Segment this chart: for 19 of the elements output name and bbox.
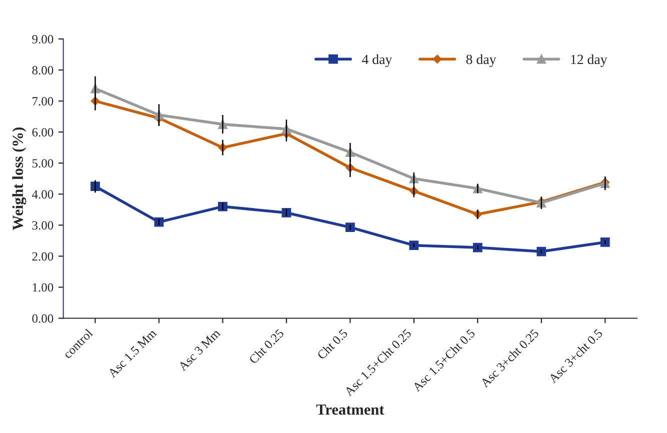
y-tick-label: 0.00 [32,314,54,323]
y-tick-label: 7.00 [32,97,54,106]
legend-label: 12 day [571,54,608,67]
y-tick-label: 9.00 [32,34,54,44]
y-tick-label: 2.00 [32,252,54,261]
y-axis-title: Weight loss (%) [12,128,26,230]
y-tick-label: 4.00 [32,190,54,199]
legend-label: 8 day [466,54,496,67]
y-tick-label: 1.00 [32,283,54,292]
x-tick-label: Cht 0.25 [248,328,284,364]
y-tick-label: 5.00 [32,159,54,168]
x-tick-label: Asc 3 Mm [178,328,221,372]
x-tick-label: Cht 0.5 [316,328,348,360]
legend-label: 4 day [362,54,392,67]
x-tick-label: Asc 1.5 Mm [107,328,158,378]
y-tick-label: 3.00 [32,221,54,230]
y-tick-label: 8.00 [32,66,54,75]
x-axis-title: Treatment [316,404,384,415]
y-tick-label: 6.00 [32,128,54,137]
